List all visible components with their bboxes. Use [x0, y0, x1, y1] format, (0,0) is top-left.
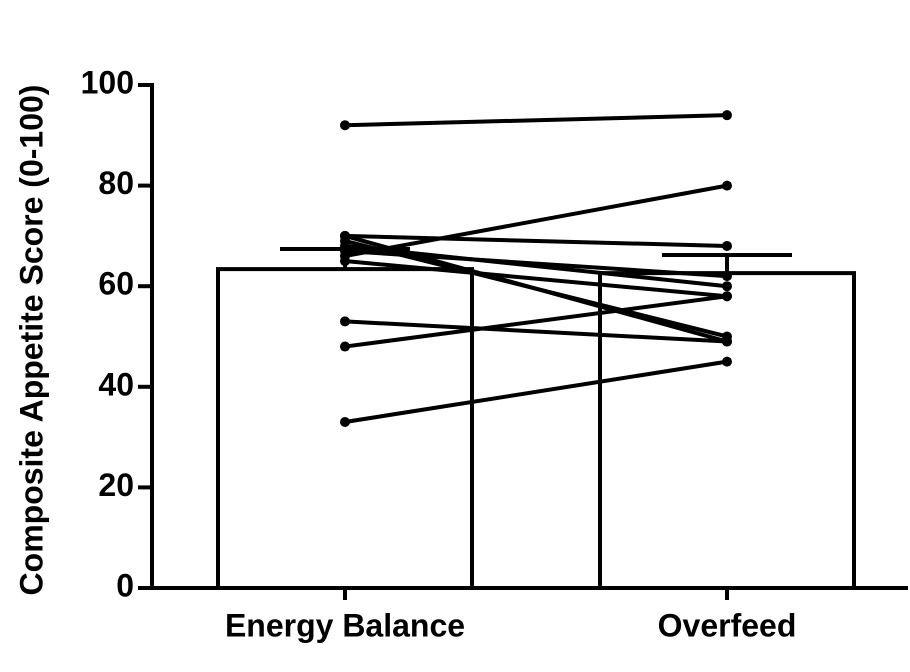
- y-tick-label: 0: [116, 567, 134, 603]
- y-tick-label: 100: [81, 64, 134, 100]
- subject-point: [340, 245, 350, 256]
- y-tick-label: 80: [98, 165, 134, 201]
- y-axis-label: Composite Appetite Score (0-100): [13, 85, 49, 596]
- y-tick-label: 60: [98, 266, 134, 302]
- subject-point: [722, 336, 732, 347]
- subject-line: [344, 319, 728, 344]
- x-tick-label: Energy Balance: [225, 607, 465, 643]
- y-tick-label: 20: [98, 467, 134, 503]
- subject-point: [722, 271, 732, 282]
- subject-line: [344, 183, 728, 258]
- subject-point: [340, 417, 350, 428]
- subject-line: [344, 259, 728, 299]
- y-tick-label: 40: [98, 366, 134, 402]
- subject-point: [340, 235, 350, 246]
- subject-point: [722, 110, 732, 121]
- subject-line: [344, 113, 728, 128]
- subject-point: [340, 341, 350, 352]
- subject-line: [344, 238, 728, 339]
- subject-line: [344, 243, 728, 289]
- subject-line: [344, 233, 728, 248]
- subject-point: [722, 356, 732, 367]
- subject-line: [344, 359, 728, 424]
- subject-point: [340, 316, 350, 327]
- subject-point: [722, 281, 732, 292]
- x-tick-label: Overfeed: [658, 607, 797, 643]
- subject-point: [722, 240, 732, 251]
- subject-point: [340, 256, 350, 267]
- bar: [598, 271, 856, 590]
- subject-line: [344, 294, 728, 349]
- subject-point: [340, 120, 350, 131]
- subject-point: [722, 180, 732, 191]
- subject-point: [722, 291, 732, 302]
